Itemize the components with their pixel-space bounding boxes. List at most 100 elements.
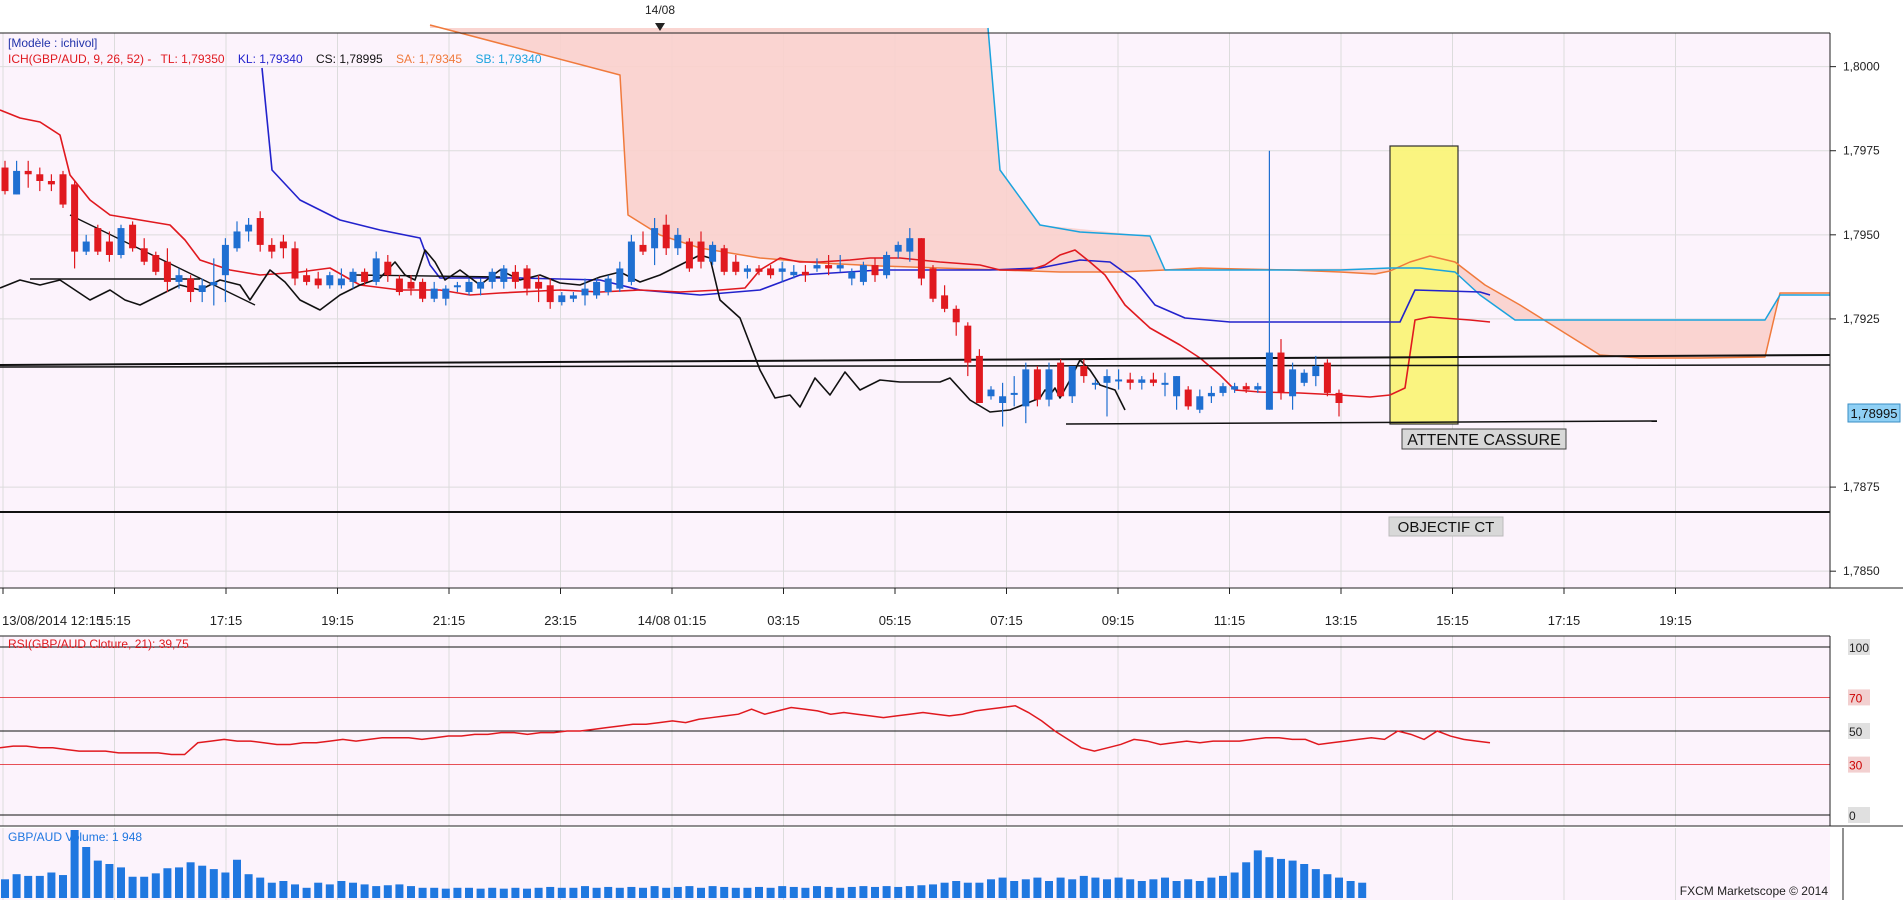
volume-bar [546, 886, 555, 898]
candle-body [790, 271, 798, 276]
volume-bar [314, 882, 323, 898]
volume-bar [929, 884, 937, 898]
volume-bar [1137, 881, 1146, 898]
time-tick-label: 19:15 [1659, 613, 1692, 628]
candle-body [1080, 366, 1088, 377]
candle-body [836, 265, 844, 269]
senkou-span-b-line [987, 27, 1830, 321]
volume-bar [291, 884, 299, 898]
volume-bar [836, 887, 845, 898]
candle-body [1219, 386, 1227, 393]
candle-body [662, 224, 670, 249]
price-tick-label: 1,7975 [1843, 144, 1880, 158]
resistance-line-lower[interactable] [0, 364, 1831, 368]
legend-ich: ICH(GBP/AUD, 9, 26, 52) - TL: 1,79350 KL… [8, 52, 542, 66]
candle-body [36, 174, 44, 181]
attente-cassure-box[interactable] [1401, 428, 1567, 450]
volume-bar [778, 886, 787, 898]
volume-bar [998, 877, 1007, 898]
volume-bars [1, 830, 1367, 898]
chikou-span-line [0, 249, 1126, 413]
candle-body [13, 170, 21, 195]
volume-bar [813, 886, 821, 898]
candle-body [500, 268, 508, 282]
legend-cs: CS: 1,78995 [316, 52, 383, 66]
volume-bar [1161, 877, 1169, 898]
rsi-tick-label: 100 [1849, 641, 1869, 655]
candle-body [59, 174, 67, 205]
candle-body [1010, 392, 1018, 395]
candle-body [117, 228, 125, 255]
volume-bar [685, 886, 694, 898]
volume-bar [35, 875, 44, 898]
volume-bar [1033, 877, 1042, 898]
rsi-tick-bg [1848, 723, 1870, 739]
model-label: [Modèle : ichivol] [8, 36, 97, 50]
volume-bar [267, 882, 276, 898]
volume-bar [209, 869, 218, 898]
candle-body [929, 268, 937, 299]
volume-bar [186, 862, 195, 898]
volume-bar [47, 872, 56, 898]
volume-bar [198, 865, 207, 898]
objectif-ct-box[interactable] [1388, 516, 1504, 537]
volume-bar [1045, 881, 1053, 898]
candle-body [674, 234, 682, 249]
volume-bar [1288, 860, 1297, 898]
volume-bar [615, 887, 624, 898]
volume-bar [697, 887, 705, 898]
candle-body [1068, 366, 1076, 397]
candle-body [94, 228, 102, 252]
time-tick-label: 17:15 [1548, 613, 1581, 628]
support-line-cassure[interactable] [1065, 420, 1658, 425]
volume-bar [720, 886, 729, 898]
volume-bar [511, 887, 520, 898]
volume-bar [395, 884, 404, 898]
candle-body [71, 184, 79, 252]
candle-body [245, 224, 253, 232]
trend-drawings[interactable] [0, 214, 1831, 513]
volume-bar [1207, 877, 1216, 898]
resistance-line-upper[interactable] [0, 354, 1831, 366]
breakout-zone-rect[interactable] [1389, 145, 1459, 425]
candle-body [419, 281, 427, 299]
volume-bar [1300, 864, 1309, 898]
candle-body [129, 224, 137, 249]
candle-body [535, 281, 543, 289]
date-marker-arrow[interactable] [655, 23, 665, 31]
volume-bar [279, 881, 288, 898]
candle-body [1138, 379, 1146, 383]
candle-body [47, 181, 55, 185]
candle-body [709, 244, 717, 262]
volume-bar [1172, 881, 1181, 898]
candle-body [303, 275, 311, 282]
candle-body [163, 261, 171, 282]
candle-body [1126, 379, 1134, 383]
volume-bar [1091, 877, 1100, 898]
candle-body [975, 355, 983, 403]
candle-body [546, 285, 554, 303]
volume-bar [117, 867, 125, 898]
volume-bar [1253, 850, 1262, 898]
volume-bar [650, 886, 659, 898]
candle-body [372, 258, 380, 282]
candle-body [82, 241, 90, 252]
rsi-series [0, 646, 1830, 816]
candle-body [593, 281, 601, 296]
candle-body [233, 231, 241, 249]
grid [0, 33, 1830, 900]
volume-bar [592, 887, 601, 898]
candle-body [1231, 386, 1239, 390]
volume-bar [766, 887, 775, 898]
candle-body [952, 308, 960, 323]
candle-body [871, 265, 879, 276]
candle-body [697, 241, 705, 262]
price-tick-label: 1,7925 [1843, 312, 1880, 326]
candle-body [1265, 352, 1273, 410]
candle-body [442, 288, 450, 299]
volume-bar [1068, 879, 1077, 898]
candle-body [1323, 362, 1331, 393]
volume-bar [349, 882, 357, 898]
candle-body [581, 288, 589, 296]
volume-label: GBP/AUD Volume: 1 948 [8, 830, 142, 844]
